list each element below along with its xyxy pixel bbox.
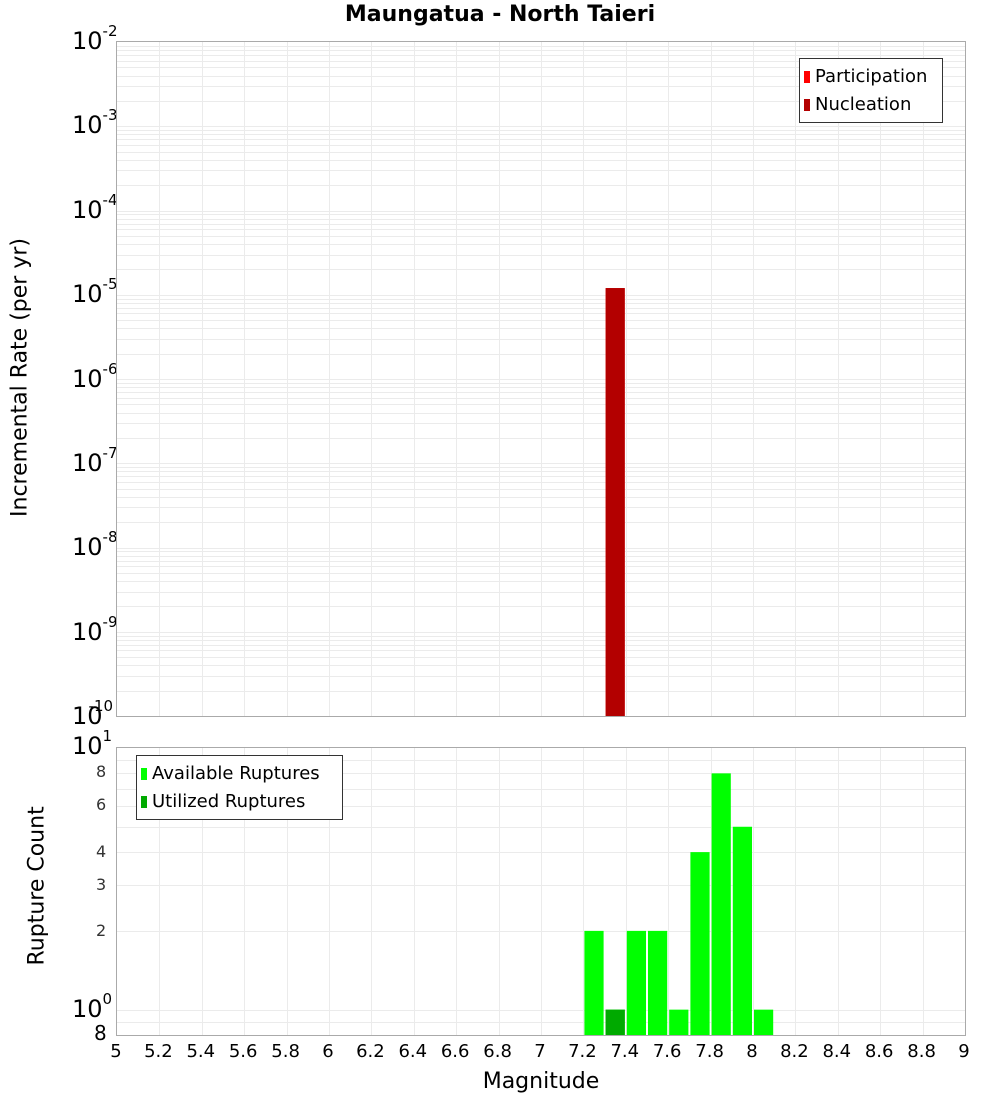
legend-label-available: Available Ruptures	[152, 763, 320, 784]
x-tick: 7.8	[695, 1041, 724, 1062]
bar-available-ruptures	[732, 826, 752, 1035]
bottom-ytick-2: 2	[96, 921, 107, 940]
x-tick: 7.6	[652, 1041, 682, 1062]
x-tick: 6.6	[440, 1041, 470, 1062]
bar-nucleation	[605, 288, 625, 716]
utilized-swatch-icon	[141, 796, 147, 808]
bottom-ytick-4: 4	[96, 842, 107, 861]
top-legend: Participation Nucleation	[799, 58, 943, 123]
x-tick: 9	[958, 1041, 970, 1062]
x-tick: 5.2	[144, 1041, 173, 1062]
top-ytick: 10-10	[72, 697, 114, 730]
bottom-ytick-10-0: 100	[72, 990, 113, 1023]
top-ytick: 10-7	[72, 443, 118, 477]
bar-available-ruptures	[669, 1009, 689, 1035]
legend-label-nucleation: Nucleation	[815, 94, 912, 115]
x-tick: 5	[110, 1041, 122, 1062]
top-ytick: 10-3	[72, 106, 118, 140]
top-plot-svg	[117, 42, 965, 716]
x-tick: 5.6	[228, 1041, 258, 1062]
bar-utilized-ruptures	[605, 1009, 625, 1035]
chart-title: Maungatua - North Taieri	[344, 2, 656, 27]
top-ytick: 10-4	[72, 190, 118, 224]
available-swatch-icon	[141, 768, 147, 780]
x-tick: 7.4	[610, 1041, 640, 1062]
x-tick: 8.8	[907, 1041, 936, 1062]
bottom-ytick-10-1: 101	[72, 727, 113, 760]
legend-item-utilized: Utilized Ruptures	[141, 788, 336, 816]
x-tick: 8.2	[780, 1041, 809, 1062]
x-tick: 6.4	[398, 1041, 428, 1062]
top-plot-area	[116, 41, 966, 717]
x-axis-label: Magnitude	[482, 1069, 600, 1094]
x-tick: 7	[534, 1041, 546, 1062]
participation-swatch-icon	[804, 71, 810, 83]
legend-item-nucleation: Nucleation	[804, 91, 936, 119]
x-tick: 6	[322, 1041, 334, 1062]
top-ytick: 10-5	[72, 275, 118, 309]
bottom-ytick-8: 8	[96, 762, 107, 781]
bottom-ytick-0-8: 8	[94, 1021, 107, 1045]
top-ytick: 10-6	[72, 359, 118, 393]
bar-available-ruptures	[584, 930, 604, 1035]
bottom-legend: Available Ruptures Utilized Ruptures	[136, 755, 343, 820]
top-y-axis-label: Incremental Rate (per yr)	[7, 238, 33, 517]
x-tick: 8	[746, 1041, 758, 1062]
bar-available-ruptures	[754, 1009, 774, 1035]
bar-available-ruptures	[711, 773, 731, 1035]
bar-available-ruptures	[626, 930, 646, 1035]
x-tick: 7.2	[568, 1041, 597, 1062]
x-tick: 5.4	[186, 1041, 216, 1062]
legend-item-available: Available Ruptures	[141, 760, 336, 788]
top-ytick: 10-9	[72, 612, 118, 646]
top-ytick: 10-8	[72, 528, 118, 562]
top-ytick: 10-2	[72, 22, 118, 55]
bottom-ytick-6: 6	[96, 795, 107, 814]
x-tick: 8.4	[822, 1041, 852, 1062]
bottom-ytick-3: 3	[96, 875, 107, 894]
x-tick: 5.8	[271, 1041, 300, 1062]
legend-label-participation: Participation	[815, 66, 928, 87]
bar-available-ruptures	[690, 852, 710, 1035]
bottom-y-axis-label: Rupture Count	[24, 806, 50, 966]
bottom-plot-area	[116, 747, 966, 1036]
x-tick: 6.8	[483, 1041, 512, 1062]
x-tick: 8.6	[864, 1041, 894, 1062]
nucleation-swatch-icon	[804, 99, 810, 111]
x-tick: 6.2	[356, 1041, 385, 1062]
bar-available-ruptures	[648, 930, 668, 1035]
legend-item-participation: Participation	[804, 63, 936, 91]
legend-label-utilized: Utilized Ruptures	[152, 791, 306, 812]
